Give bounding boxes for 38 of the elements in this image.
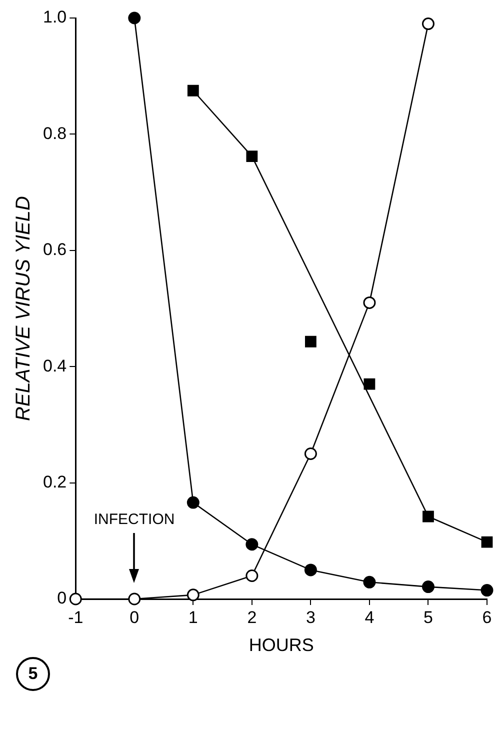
point xyxy=(304,564,317,576)
x-tick-label: 2 xyxy=(247,608,257,627)
x-tick-label: -1 xyxy=(68,608,84,627)
point xyxy=(246,570,258,582)
y-tick-label: 1.0 xyxy=(42,8,67,27)
point xyxy=(246,538,258,551)
x-tick-label: 6 xyxy=(482,608,492,627)
point xyxy=(363,576,376,588)
text: 5 xyxy=(16,657,50,691)
point xyxy=(305,336,316,348)
point xyxy=(422,510,434,522)
point xyxy=(363,296,376,309)
annotation: INFECTION xyxy=(94,511,175,528)
point xyxy=(69,592,82,606)
y-tick-label: 0.4 xyxy=(42,356,67,376)
y-tick-label: 0.8 xyxy=(42,124,67,143)
point xyxy=(128,592,141,606)
point xyxy=(186,588,200,602)
x-axis-title: HOURS xyxy=(248,635,314,656)
x-tick-label: 1 xyxy=(188,608,198,627)
y-tick-label: 0.2 xyxy=(42,472,67,492)
point xyxy=(187,84,199,96)
y-tick-label: 0 xyxy=(57,588,67,608)
x-tick-label: 0 xyxy=(130,608,140,627)
y-tick-label: 0.6 xyxy=(42,240,67,260)
point xyxy=(304,448,317,460)
point xyxy=(364,378,376,390)
point xyxy=(480,584,494,597)
point xyxy=(186,496,200,509)
x-tick-label: 5 xyxy=(424,608,433,627)
point xyxy=(422,580,434,594)
point xyxy=(481,536,493,548)
y-axis-title: RELATIVE VIRUS YIELD xyxy=(12,196,35,421)
point xyxy=(128,12,141,24)
x-tick-label: 3 xyxy=(306,608,316,627)
x-tick-label: 4 xyxy=(364,608,374,627)
point xyxy=(422,18,434,30)
point xyxy=(246,150,258,162)
